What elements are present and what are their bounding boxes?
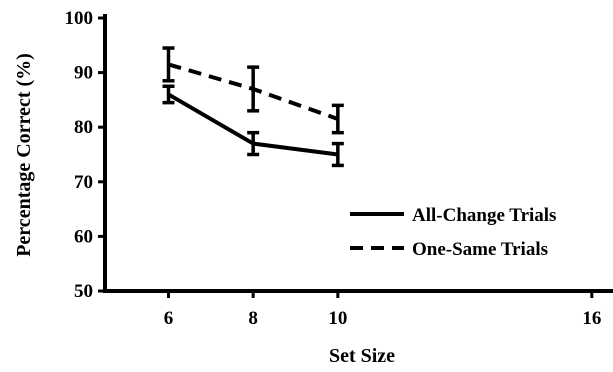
error-bar-1-6	[162, 84, 175, 105]
error-bar-2-8	[247, 65, 260, 113]
series-layer	[162, 46, 344, 168]
legend-label-1: All-Change Trials	[412, 205, 556, 226]
series-2	[162, 46, 344, 135]
x-tick-label-10: 10	[328, 308, 347, 329]
y-axis-title: Percentage Correct (%)	[13, 53, 35, 257]
y-tick-label-90: 90	[74, 63, 93, 84]
y-tick-label-100: 100	[65, 8, 94, 29]
error-bar-1-8	[247, 130, 260, 157]
x-tick-label-6: 6	[164, 308, 174, 329]
axes: 50 60 70 80 90 100 6 8 10 16	[65, 8, 613, 329]
error-bar-2-6	[162, 46, 175, 83]
x-tick-label-16: 16	[582, 308, 601, 329]
y-tick-label-50: 50	[74, 281, 93, 302]
legend-label-2: One-Same Trials	[412, 239, 548, 260]
x-tick-label-8: 8	[248, 308, 258, 329]
series-1	[162, 84, 344, 168]
y-tick-label-60: 60	[74, 226, 93, 247]
y-tick-label-70: 70	[74, 172, 93, 193]
legend: All-Change Trials One-Same Trials	[350, 205, 556, 260]
error-bar-1-10	[331, 141, 344, 168]
error-bar-2-10	[331, 103, 344, 135]
x-axis-title: Set Size	[329, 345, 395, 367]
y-tick-label-80: 80	[74, 117, 93, 138]
